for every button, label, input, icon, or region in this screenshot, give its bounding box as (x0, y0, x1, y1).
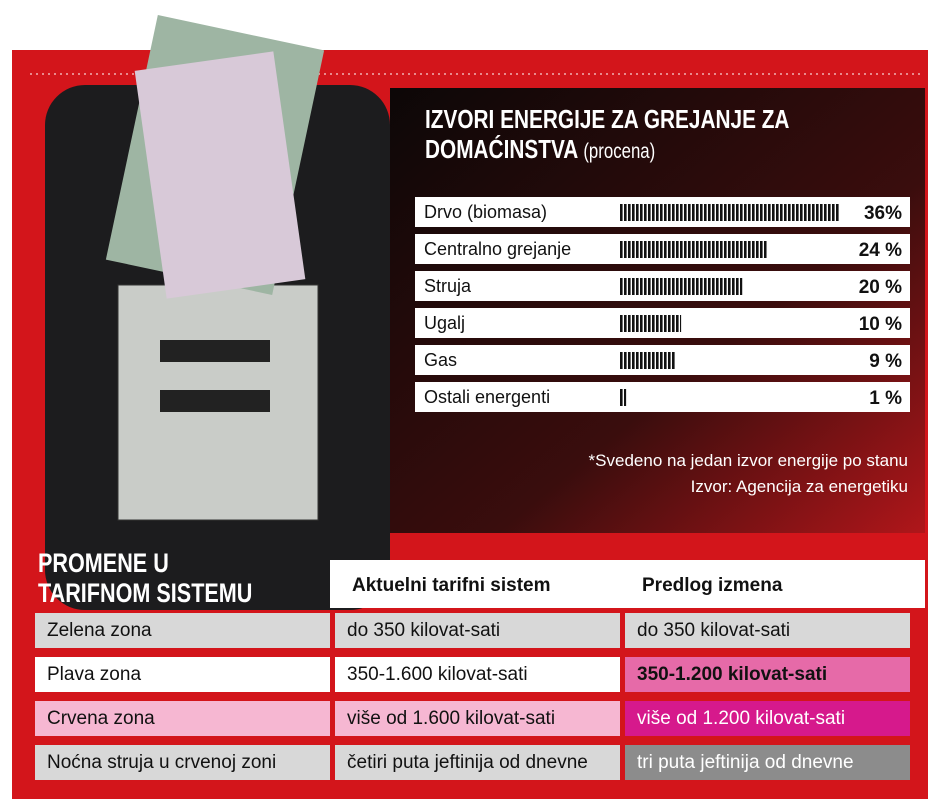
table-cell: 350-1.200 kilovat-sati (625, 657, 910, 692)
row-label: Crvena zona (35, 701, 330, 736)
bar (620, 389, 627, 406)
note: *Svedeno na jedan izvor energije po stan… (588, 451, 908, 470)
category-label: Struja (424, 276, 472, 296)
header-bg (330, 560, 925, 608)
value-label: 1 % (869, 388, 902, 409)
row-label: Noćna struja u crvenoj zoni (35, 745, 330, 780)
table-cell: više od 1.200 kilovat-sati (625, 701, 910, 736)
row-label: Plava zona (35, 657, 330, 692)
meter-counter (160, 390, 270, 412)
bar (620, 204, 840, 221)
bar (620, 278, 743, 295)
chart-subtitle: (procena) (583, 140, 656, 163)
table-cell: više od 1.600 kilovat-sati (335, 701, 620, 736)
table-cell: do 350 kilovat-sati (335, 613, 620, 648)
table-cell: 350-1.600 kilovat-sati (335, 657, 620, 692)
value-label: 10 % (859, 314, 902, 335)
column-header: Predlog izmena (642, 575, 783, 596)
row-bg (415, 382, 910, 412)
chart-title: IZVORI ENERGIJE ZA GREJANJE ZA DOMAĆINST… (425, 104, 789, 164)
table-title: PROMENE U TARIFNOM SISTEMU (38, 548, 253, 608)
bar (620, 352, 675, 369)
meter-counter (160, 340, 270, 362)
banknote (134, 51, 306, 299)
value-label: 9 % (869, 351, 902, 372)
bar (620, 241, 767, 258)
column-header: Aktuelni tarifni sistem (352, 575, 551, 596)
value-label: 36% (864, 203, 902, 224)
value-label: 24 % (859, 240, 902, 261)
table-cell: tri puta jeftinija od dnevne (625, 745, 910, 780)
category-label: Ugalj (424, 313, 465, 333)
category-label: Drvo (biomasa) (424, 202, 547, 222)
category-label: Gas (424, 350, 457, 370)
table-cell: do 350 kilovat-sati (625, 613, 910, 648)
value-label: 20 % (859, 277, 902, 298)
category-label: Centralno grejanje (424, 239, 571, 259)
chart-heading: IZVORI ENERGIJE ZA GREJANJE ZA DOMAĆINST… (425, 104, 809, 167)
source: Izvor: Agencija za energetiku (690, 477, 908, 496)
row-label: Zelena zona (35, 613, 330, 648)
bar (620, 315, 682, 332)
table-cell: četiri puta jeftinija od dnevne (335, 745, 620, 780)
category-label: Ostali energenti (424, 387, 550, 407)
